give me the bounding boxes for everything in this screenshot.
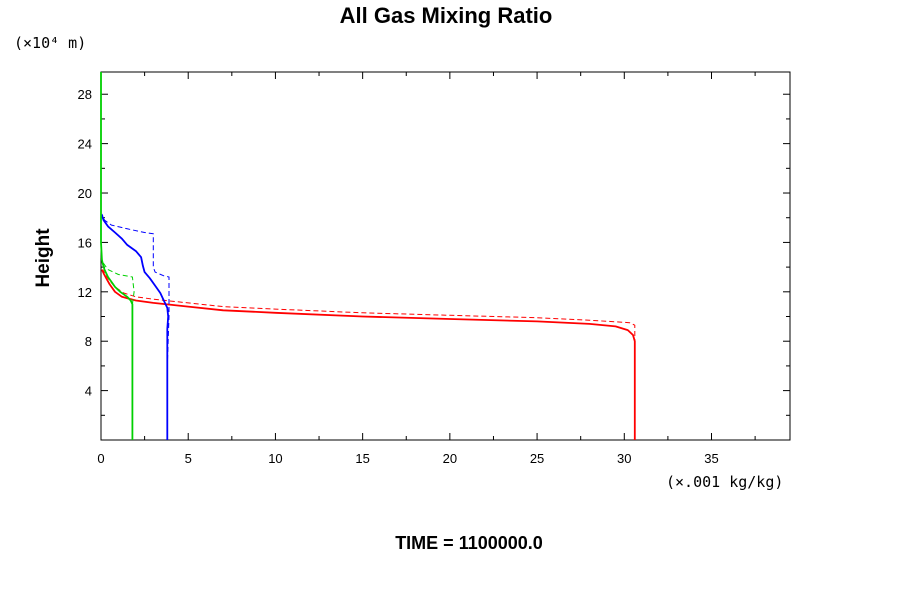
- plot-frame: [100, 71, 791, 441]
- y-tick-label-5: 24: [78, 137, 92, 152]
- tick-group: 0 5 10 15 20 25 30 35 4 8 12 16 20 24 28: [78, 72, 790, 466]
- y-tick-label-3: 16: [78, 235, 92, 250]
- series-line-4: [100, 72, 134, 440]
- chart-title: All Gas Mixing Ratio: [340, 3, 553, 28]
- series-group: [100, 72, 636, 440]
- x-tick-label-7: 35: [704, 451, 718, 466]
- series-line-1: [102, 269, 636, 440]
- y-tick-label-2: 12: [78, 285, 92, 300]
- x-unit-label: (×.001 kg/kg): [666, 473, 783, 491]
- y-tick-label-6: 28: [78, 87, 92, 102]
- x-tick-label-4: 20: [443, 451, 457, 466]
- series-line-3: [101, 213, 170, 440]
- y-axis-label: Height: [33, 228, 54, 288]
- x-tick-label-1: 5: [185, 451, 192, 466]
- x-tick-label-3: 15: [355, 451, 369, 466]
- y-tick-label-4: 20: [78, 186, 92, 201]
- y-tick-label-0: 4: [85, 384, 92, 399]
- x-tick-label-0: 0: [97, 451, 104, 466]
- x-tick-label-2: 10: [268, 451, 282, 466]
- x-tick-label-5: 25: [530, 451, 544, 466]
- series-line-5: [100, 257, 135, 440]
- y-unit-label: (×10⁴ m): [14, 34, 86, 52]
- x-tick-label-6: 30: [617, 451, 631, 466]
- series-line-0: [101, 269, 636, 440]
- series-line-2: [101, 214, 170, 440]
- y-tick-label-1: 8: [85, 334, 92, 349]
- time-label: TIME = 1100000.0: [395, 533, 543, 553]
